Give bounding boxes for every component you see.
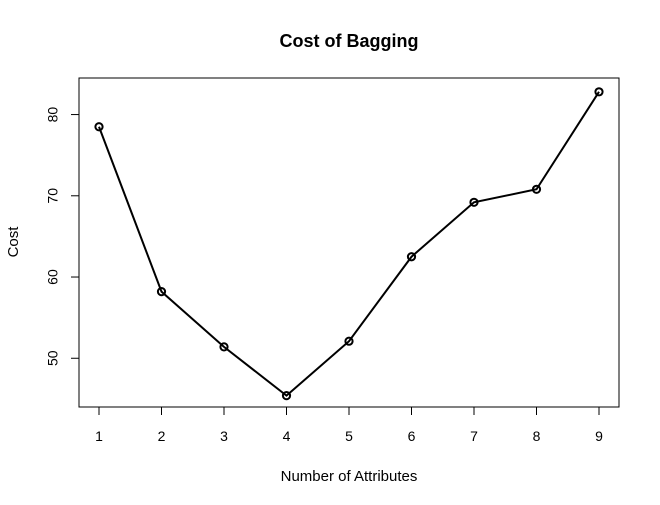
series-group: [98, 91, 600, 397]
data-point-2: [156, 287, 167, 297]
chart-title: Cost of Bagging: [280, 31, 419, 51]
x-tick-label-6: 6: [408, 428, 416, 444]
y-tick-label-80: 80: [45, 107, 61, 123]
data-point-7: [469, 197, 479, 207]
series-line: [98, 91, 600, 397]
plot-area-border: [78, 77, 620, 408]
x-tick-label-8: 8: [533, 428, 541, 444]
data-point-4: [281, 391, 292, 401]
data-point-8: [531, 184, 542, 194]
x-tick-label-3: 3: [220, 428, 228, 444]
x-tick-label-5: 5: [345, 428, 353, 444]
y-tick-label-60: 60: [45, 269, 61, 285]
y-tick-label-70: 70: [45, 188, 61, 204]
data-point-6: [406, 252, 417, 262]
x-tick-label-9: 9: [595, 428, 603, 444]
data-point-3: [219, 342, 229, 352]
y-axis-label: Cost: [5, 226, 22, 258]
x-tick-label-2: 2: [158, 428, 166, 444]
data-point-5: [344, 336, 354, 346]
data-point-1: [94, 122, 104, 132]
points-group: [94, 87, 604, 401]
x-tick-label-4: 4: [283, 428, 291, 444]
x-tick-label-1: 1: [95, 428, 103, 444]
x-tick-label-7: 7: [470, 428, 478, 444]
x-axis-label: Number of Attributes: [281, 468, 418, 485]
data-point-9: [594, 87, 604, 97]
y-tick-label-50: 50: [45, 350, 61, 366]
